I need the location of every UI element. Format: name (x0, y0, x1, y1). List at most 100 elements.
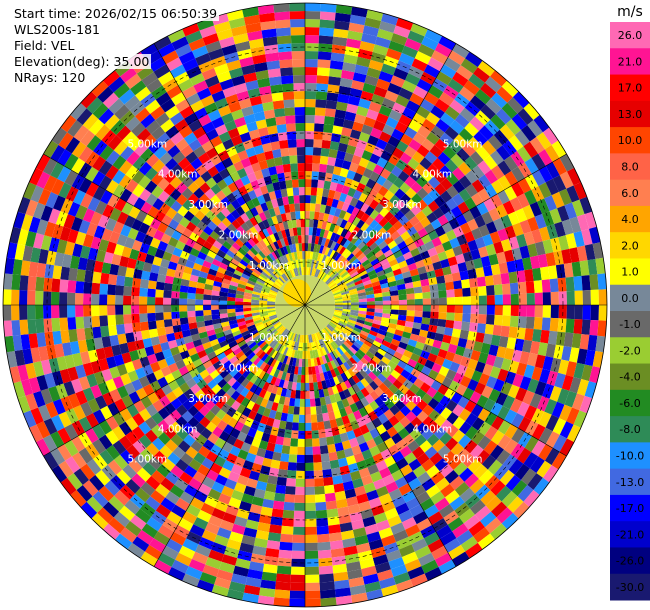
colorbar-labels: 26.021.017.013.010.08.06.04.02.01.00.0-1… (616, 29, 644, 594)
velocity-bin (351, 374, 361, 384)
velocity-bin (249, 216, 258, 227)
velocity-bin (315, 405, 323, 415)
velocity-bin (109, 334, 120, 347)
velocity-bin (238, 279, 248, 286)
range-ring-label: 3.00km (188, 199, 228, 211)
velocity-bin (214, 254, 224, 263)
velocity-bin (539, 368, 551, 384)
velocity-bin (414, 292, 423, 300)
velocity-bin (154, 210, 166, 222)
colorbar-tick-label: -21.0 (616, 528, 644, 541)
velocity-bin (371, 245, 381, 255)
velocity-bin (332, 475, 343, 485)
velocity-bin (113, 140, 129, 156)
velocity-bin (392, 450, 405, 463)
velocity-bin (488, 344, 499, 357)
velocity-bin (382, 378, 393, 389)
velocity-bin (353, 276, 362, 283)
velocity-bin (506, 260, 517, 273)
velocity-bin (400, 354, 411, 364)
velocity-bin (437, 319, 447, 328)
velocity-bin (412, 280, 422, 288)
velocity-bin (60, 329, 70, 344)
velocity-bin (266, 417, 275, 427)
velocity-bin (504, 249, 515, 263)
velocity-bin (462, 296, 471, 305)
velocity-bin (259, 185, 269, 195)
velocity-bin (178, 545, 196, 559)
velocity-bin (266, 183, 275, 193)
velocity-bin (72, 352, 83, 367)
velocity-bin (382, 305, 391, 310)
velocity-bin (279, 541, 293, 551)
velocity-bin (341, 312, 350, 317)
velocity-bin (195, 287, 205, 295)
velocity-bin (398, 294, 407, 301)
velocity-bin (218, 493, 232, 505)
velocity-bin (298, 414, 305, 423)
velocity-bin (312, 333, 317, 342)
velocity-bin (313, 131, 324, 140)
velocity-bin (231, 25, 248, 37)
velocity-bin (268, 467, 279, 477)
range-ring (132, 132, 478, 478)
velocity-bin (360, 90, 374, 102)
velocity-bin (243, 310, 252, 315)
velocity-bin (324, 395, 332, 405)
velocity-bin (404, 145, 417, 158)
velocity-bin (398, 52, 415, 66)
velocity-bin (243, 313, 253, 318)
velocity-bin (300, 219, 305, 228)
velocity-bin (447, 256, 458, 267)
velocity-bin (485, 243, 497, 256)
velocity-bin (549, 278, 559, 293)
velocity-bin (36, 219, 49, 236)
velocity-bin (427, 200, 440, 213)
velocity-bin (51, 178, 65, 196)
velocity-bin (279, 139, 289, 149)
velocity-bin (319, 204, 327, 214)
velocity-bin (504, 186, 518, 201)
velocity-bin (256, 263, 265, 271)
velocity-bin (565, 233, 577, 249)
velocity-bin (170, 433, 184, 447)
velocity-bin (380, 231, 391, 241)
velocity-bin (100, 325, 110, 338)
velocity-bin (67, 473, 83, 490)
velocity-bin (262, 228, 270, 238)
velocity-bin (407, 262, 418, 271)
velocity-bin (192, 242, 203, 252)
velocity-bin (290, 260, 296, 269)
velocity-bin (270, 358, 277, 368)
velocity-bin (169, 484, 185, 498)
velocity-bin (349, 357, 358, 366)
velocity-bin (487, 459, 503, 475)
velocity-bin (242, 407, 252, 418)
velocity-bin (44, 372, 56, 389)
velocity-bin (19, 275, 29, 291)
velocity-bin (465, 260, 476, 271)
velocity-bin (399, 394, 411, 406)
velocity-bin (107, 305, 116, 316)
velocity-bin (198, 271, 208, 279)
colorbar-swatch (610, 416, 650, 443)
velocity-bin (364, 321, 373, 327)
velocity-bin (267, 297, 276, 301)
velocity-bin (341, 160, 352, 170)
velocity-bin (155, 305, 164, 313)
velocity-bin (300, 374, 305, 383)
velocity-bin (261, 343, 269, 352)
velocity-bin (225, 504, 239, 517)
velocity-bin (540, 266, 550, 281)
velocity-bin (86, 373, 98, 388)
velocity-bin (384, 388, 395, 399)
velocity-bin (356, 285, 365, 291)
velocity-bin (452, 193, 465, 206)
velocity-bin (579, 196, 593, 215)
velocity-bin (276, 386, 283, 396)
velocity-bin (234, 116, 247, 128)
velocity-bin (411, 58, 428, 72)
velocity-bin (312, 260, 317, 269)
velocity-bin (331, 133, 342, 143)
velocity-bin (362, 365, 372, 375)
